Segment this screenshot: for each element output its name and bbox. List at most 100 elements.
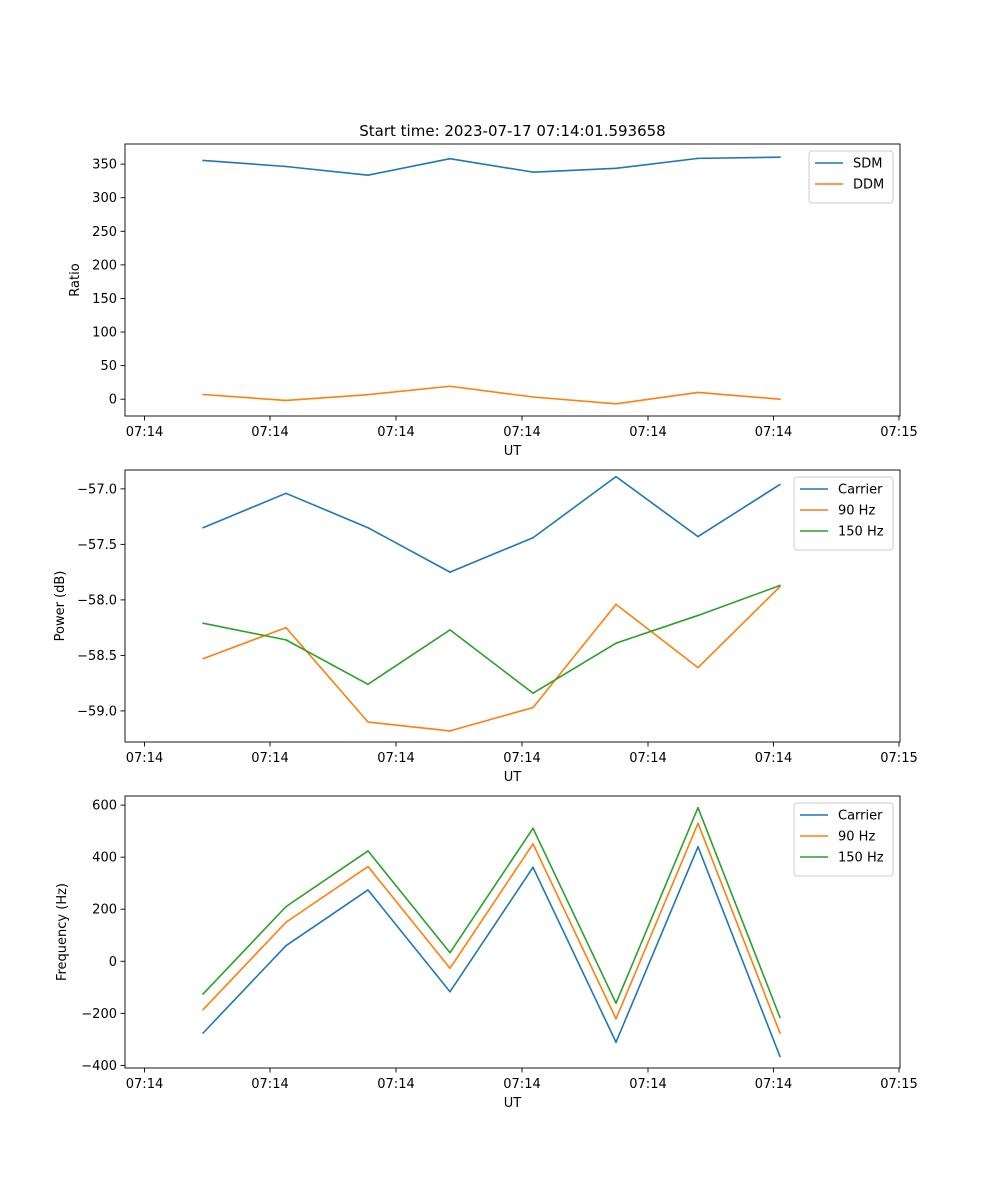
data-point-sdm (367, 174, 369, 176)
data-point-carrier (285, 492, 287, 495)
y-tick-label: −58.5 (77, 649, 117, 664)
axes-frame (124, 143, 901, 417)
series-line-ddm (202, 385, 781, 405)
data-point-ddm (779, 398, 781, 401)
x-tick-label: 07:14 (126, 751, 163, 766)
data-point-90-hz (449, 730, 451, 732)
x-tick-label: 07:14 (251, 751, 288, 766)
axes-frame (124, 469, 901, 743)
data-point-90-hz (532, 706, 534, 709)
data-point-150-hz (779, 1016, 781, 1019)
series-line-90-hz (202, 822, 781, 1034)
data-point-ddm (615, 403, 617, 405)
data-point-150-hz (532, 827, 534, 830)
data-point-carrier (697, 535, 699, 538)
power-panel: 07:14 07:14 07:14 07:14 07:14 07:14 07:15 UT −59… (53, 469, 918, 785)
series-line-carrier (202, 475, 781, 573)
data-point-150-hz (615, 1002, 617, 1004)
data-point-150-hz (697, 614, 699, 617)
y-tick-label: 150 (92, 292, 117, 307)
y-tick-label: 250 (92, 225, 117, 240)
y-tick-label: −200 (81, 1007, 117, 1022)
y-tick-label: −57.5 (77, 538, 117, 553)
legend-label: DDM (853, 178, 884, 193)
data-point-ddm (367, 393, 369, 396)
data-point-150-hz (285, 639, 287, 641)
data-point-carrier (449, 571, 451, 573)
y-axis-label: Frequency (Hz) (55, 883, 70, 981)
data-point-carrier (285, 944, 287, 947)
series-line-90-hz (202, 586, 781, 732)
data-point-90-hz (367, 865, 369, 868)
data-point-90-hz (367, 721, 369, 723)
data-point-sdm (532, 171, 534, 173)
data-point-150-hz (367, 683, 369, 686)
series-line-carrier (202, 845, 781, 1057)
ratio-panel: 07:14 07:14 07:14 07:14 07:14 07:14 07:15 UT 0 50… (68, 143, 918, 459)
x-axis-label: UT (504, 444, 522, 459)
data-point-150-hz (202, 993, 204, 995)
legend-label: 150 Hz (838, 851, 884, 866)
data-point-150-hz (285, 905, 287, 908)
y-tick-label: 0 (109, 955, 117, 970)
data-point-carrier (615, 475, 617, 478)
series-line-sdm (202, 156, 781, 176)
data-point-carrier (697, 845, 699, 848)
x-tick-label: 07:14 (377, 1077, 414, 1092)
data-point-sdm (697, 157, 699, 160)
data-point-90-hz (285, 921, 287, 924)
legend-label: Carrier (838, 809, 883, 824)
data-point-90-hz (615, 1018, 617, 1020)
x-tick-label: 07:14 (629, 425, 666, 440)
data-point-150-hz (779, 584, 781, 587)
y-tick-label: 350 (92, 158, 117, 173)
y-tick-label: 200 (92, 258, 117, 273)
data-point-carrier (202, 1032, 204, 1034)
data-point-90-hz (532, 843, 534, 845)
data-point-150-hz (367, 850, 369, 852)
x-tick-label: 07:14 (629, 751, 666, 766)
x-tick-label: 07:14 (377, 751, 414, 766)
x-tick-label: 07:14 (251, 425, 288, 440)
axes-frame (124, 795, 901, 1069)
legend-label: SDM (853, 157, 882, 172)
legend-box (808, 150, 894, 204)
legend-label: 150 Hz (838, 525, 884, 540)
data-point-90-hz (615, 603, 617, 606)
x-tick-label: 07:14 (251, 1077, 288, 1092)
x-tick-label: 07:14 (503, 425, 540, 440)
y-tick-label: 400 (92, 851, 117, 866)
data-point-90-hz (697, 666, 699, 669)
data-point-carrier (779, 1055, 781, 1058)
y-tick-label: −59.0 (77, 704, 117, 719)
y-tick-label: 100 (92, 326, 117, 341)
data-point-sdm (202, 159, 204, 162)
x-tick-label: 07:14 (377, 425, 414, 440)
data-point-carrier (202, 526, 204, 529)
data-point-carrier (532, 536, 534, 539)
data-point-carrier (449, 990, 451, 993)
x-tick-label: 07:15 (880, 751, 917, 766)
y-tick-label: 0 (109, 393, 117, 408)
data-point-90-hz (449, 967, 451, 970)
data-point-carrier (532, 866, 534, 869)
data-point-90-hz (202, 1008, 204, 1011)
x-tick-label: 07:15 (880, 425, 917, 440)
data-point-150-hz (202, 622, 204, 625)
data-point-150-hz (449, 629, 451, 631)
data-point-150-hz (532, 692, 534, 694)
x-tick-label: 07:14 (503, 1077, 540, 1092)
data-point-ddm (285, 399, 287, 402)
legend-label: 90 Hz (838, 504, 875, 519)
data-point-carrier (367, 526, 369, 529)
frequency-panel: 07:14 07:14 07:14 07:14 07:14 07:14 07:15 UT −40… (55, 795, 918, 1111)
x-tick-label: 07:14 (755, 425, 792, 440)
x-tick-label: 07:14 (629, 1077, 666, 1092)
series-line-150-hz (202, 806, 781, 1018)
data-point-90-hz (697, 822, 699, 825)
legend-label: Carrier (838, 483, 883, 498)
data-point-sdm (779, 156, 781, 158)
data-point-ddm (532, 396, 534, 398)
data-point-90-hz (285, 626, 287, 629)
